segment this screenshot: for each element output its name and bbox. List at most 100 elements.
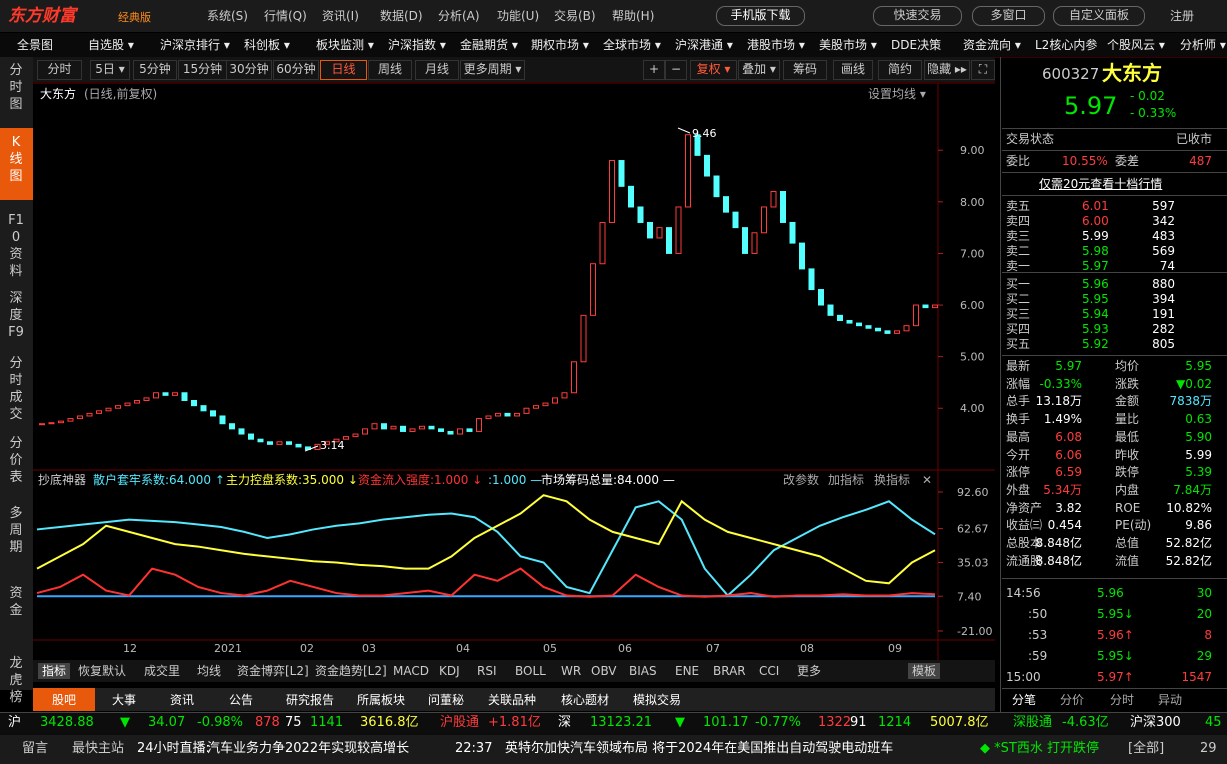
tool-button[interactable]: 叠加 ▾ xyxy=(738,60,780,80)
period-tab[interactable]: 15分钟 xyxy=(178,60,227,80)
indicator-action[interactable]: 加指标 xyxy=(828,473,865,487)
nav-item[interactable]: 沪深指数 ▾ xyxy=(388,38,446,52)
top-button[interactable]: 多窗口 xyxy=(972,6,1045,26)
panel-tab[interactable]: 异动 xyxy=(1158,693,1183,707)
indicator-action[interactable]: ✕ xyxy=(922,473,933,487)
sidebar-tab[interactable]: 资金 xyxy=(9,586,23,618)
nav-item[interactable]: 金融期货 ▾ xyxy=(460,38,518,52)
menu-item[interactable]: 行情(Q) xyxy=(264,9,307,23)
tool-button[interactable]: 隐藏 ▸▸ xyxy=(924,60,970,80)
indicator-tab[interactable]: KDJ xyxy=(439,664,460,678)
menu-item[interactable]: 交易(B) xyxy=(554,9,596,23)
period-tab[interactable]: 分时 xyxy=(37,60,82,80)
footer-item[interactable]: 24小时直播: xyxy=(137,741,210,756)
sidebar-tab[interactable]: F10资料 xyxy=(8,213,24,279)
sidebar-tab[interactable]: 龙虎榜 xyxy=(9,656,23,705)
sidebar-tab[interactable]: 分时图 xyxy=(9,63,23,112)
tool-button[interactable]: + xyxy=(643,60,665,80)
menu-item[interactable]: 功能(U) xyxy=(497,9,540,23)
nav-item[interactable]: 分析师 ▾ xyxy=(1180,38,1226,52)
nav-item[interactable]: 美股市场 ▾ xyxy=(819,38,877,52)
indicator-tab[interactable]: 资金博弈[L2] xyxy=(237,664,309,678)
indicator-tab[interactable]: RSI xyxy=(477,664,497,678)
indicator-tab[interactable]: OBV xyxy=(591,664,617,678)
top-button[interactable]: 快速交易 xyxy=(873,6,962,26)
indicator-action[interactable]: 改参数 xyxy=(783,473,820,487)
tool-button[interactable]: 简约 xyxy=(878,60,922,80)
sidebar-tab[interactable]: 深度F9 xyxy=(8,291,24,340)
nav-item[interactable]: 全景图 xyxy=(17,38,54,52)
nav-item[interactable]: 沪深港通 ▾ xyxy=(675,38,733,52)
period-tab[interactable]: 5分钟 xyxy=(133,60,177,80)
info-tab[interactable]: 问董秘 xyxy=(428,693,465,707)
nav-item[interactable]: 沪深京排行 ▾ xyxy=(160,38,230,52)
indicator-tab[interactable]: BRAR xyxy=(713,664,746,678)
nav-item[interactable]: 资金流向 ▾ xyxy=(963,38,1021,52)
panel-tab[interactable]: 分笔 xyxy=(1012,693,1037,707)
tool-button[interactable]: 画线 xyxy=(833,60,873,80)
indicator-tab[interactable]: CCI xyxy=(759,664,780,678)
nav-item[interactable]: 自选股 ▾ xyxy=(88,38,134,52)
promo-link[interactable]: 仅需20元查看十档行情 xyxy=(1039,177,1163,191)
indicator-tab[interactable]: 均线 xyxy=(197,664,222,678)
period-tab[interactable]: 日线 xyxy=(320,60,367,80)
stat-value: 6.08 xyxy=(1055,429,1082,444)
indicator-tab[interactable]: 资金趋势[L2] xyxy=(315,664,387,678)
sidebar-tab[interactable]: K线图 xyxy=(9,135,23,184)
tool-button[interactable]: ⛶ xyxy=(971,60,995,80)
nav-item[interactable]: 全球市场 ▾ xyxy=(603,38,661,52)
indicator-tab[interactable]: BIAS xyxy=(629,664,657,678)
top-button[interactable]: 自定义面板 xyxy=(1053,6,1145,26)
register[interactable]: 注册 xyxy=(1170,9,1195,23)
info-tab[interactable]: 公告 xyxy=(229,693,254,707)
indicator-tab[interactable]: WR xyxy=(561,664,582,678)
menu-item[interactable]: 资讯(I) xyxy=(322,9,359,23)
tool-button[interactable]: 筹码 xyxy=(783,60,827,80)
nav-item[interactable]: 个股风云 ▾ xyxy=(1107,38,1165,52)
sidebar-tab[interactable]: 多周期 xyxy=(9,506,23,555)
info-tab[interactable]: 股吧 xyxy=(52,693,77,707)
info-tab[interactable]: 关联品种 xyxy=(488,693,537,707)
info-tab[interactable]: 大事 xyxy=(112,693,137,707)
indicator-tab[interactable]: MACD xyxy=(393,664,429,678)
nav-item[interactable]: DDE决策 xyxy=(891,38,942,52)
indicator-tab[interactable]: BOLL xyxy=(515,664,546,678)
nav-item[interactable]: 科创板 ▾ xyxy=(244,38,290,52)
sidebar-tab[interactable]: 分时成交 xyxy=(9,356,23,422)
stat-label: 涨停 xyxy=(1006,465,1031,480)
top-button[interactable]: 手机版下载 xyxy=(716,6,805,26)
tool-button[interactable]: 复权 ▾ xyxy=(690,60,737,80)
info-tab[interactable]: 资讯 xyxy=(170,693,195,707)
indicator-tab[interactable]: 指标 xyxy=(38,663,71,679)
period-tab[interactable]: 30分钟 xyxy=(226,60,272,80)
menu-item[interactable]: 分析(A) xyxy=(438,9,480,23)
indicator-tab[interactable]: 模板 xyxy=(908,663,941,679)
indicator-tab[interactable]: 更多 xyxy=(797,664,822,678)
indicator-tab[interactable]: 恢复默认 xyxy=(78,664,127,678)
period-tab[interactable]: 月线 xyxy=(415,60,459,80)
info-tab[interactable]: 所属板块 xyxy=(357,693,406,707)
info-tab[interactable]: 模拟交易 xyxy=(633,693,682,707)
nav-item[interactable]: 期权市场 ▾ xyxy=(531,38,589,52)
menu-item[interactable]: 数据(D) xyxy=(380,9,423,23)
period-tab[interactable]: 更多周期 ▾ xyxy=(460,60,525,80)
indicator-tab[interactable]: 成交里 xyxy=(144,664,181,678)
period-tab[interactable]: 周线 xyxy=(368,60,412,80)
ma-setting[interactable]: 设置均线 ▾ xyxy=(868,87,926,101)
nav-item[interactable]: 港股市场 ▾ xyxy=(747,38,805,52)
period-tab[interactable]: 5日 ▾ xyxy=(90,60,130,80)
info-tab[interactable]: 研究报告 xyxy=(286,693,335,707)
nav-item[interactable]: L2核心内参 xyxy=(1035,38,1098,52)
tool-button[interactable]: − xyxy=(665,60,687,80)
nav-item[interactable]: 板块监测 ▾ xyxy=(316,38,374,52)
period-tab[interactable]: 60分钟 xyxy=(273,60,319,80)
sidebar-tab[interactable]: 分价表 xyxy=(9,436,23,485)
panel-tab[interactable]: 分价 xyxy=(1060,693,1085,707)
indicator-action[interactable]: 换指标 xyxy=(874,473,911,487)
footer-item[interactable]: [全部] xyxy=(1128,741,1165,756)
indicator-tab[interactable]: ENE xyxy=(675,664,700,678)
menu-item[interactable]: 系统(S) xyxy=(207,9,248,23)
menu-item[interactable]: 帮助(H) xyxy=(612,9,655,23)
info-tab[interactable]: 核心题材 xyxy=(561,693,610,707)
panel-tab[interactable]: 分时 xyxy=(1110,693,1135,707)
